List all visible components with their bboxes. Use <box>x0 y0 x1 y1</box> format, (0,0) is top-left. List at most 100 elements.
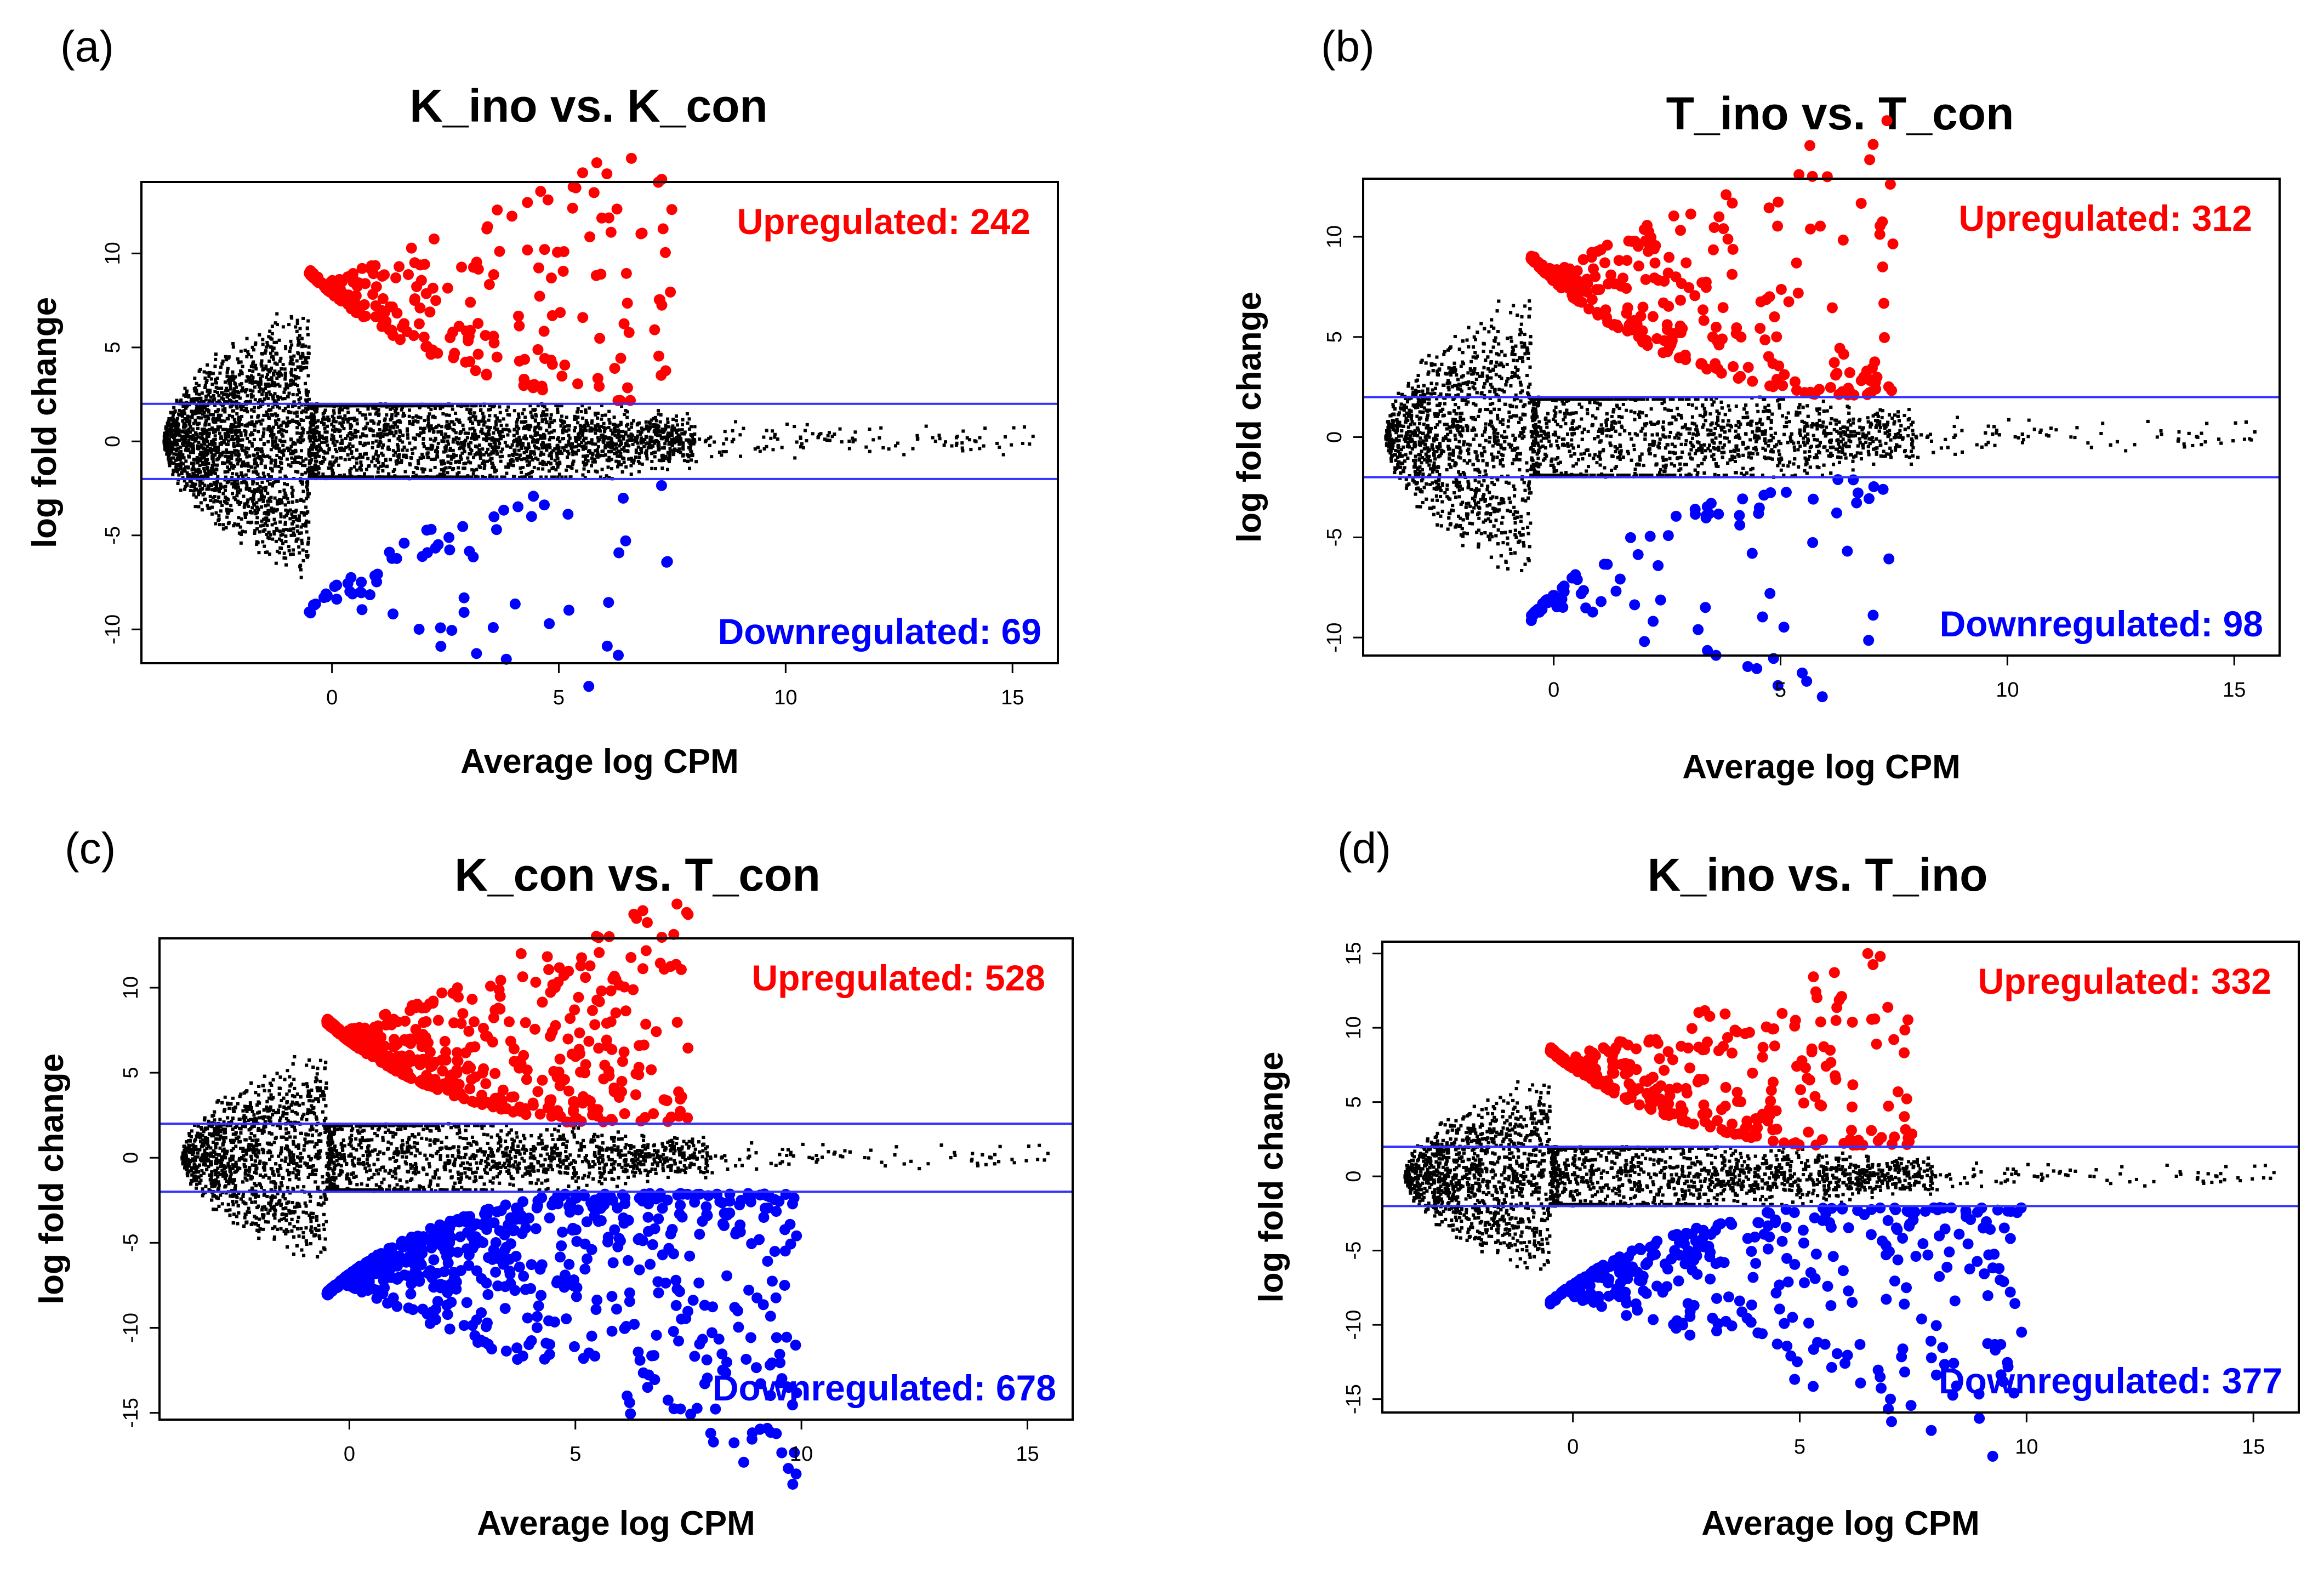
non-significant-point <box>191 428 195 431</box>
upregulated-point <box>468 262 479 273</box>
non-significant-point <box>596 436 600 439</box>
non-significant-point <box>252 480 255 483</box>
non-significant-point <box>165 453 168 456</box>
non-significant-point <box>182 425 185 429</box>
non-significant-point <box>264 511 267 514</box>
non-significant-point <box>529 435 532 438</box>
non-significant-point <box>482 437 485 441</box>
non-significant-point <box>688 428 691 431</box>
non-significant-point <box>301 548 305 551</box>
upregulated-point <box>535 186 546 197</box>
non-significant-point <box>270 376 273 379</box>
non-significant-point <box>925 425 928 428</box>
non-significant-point <box>363 472 366 475</box>
non-significant-point <box>686 460 690 463</box>
non-significant-point <box>290 316 293 320</box>
non-significant-point <box>436 446 439 449</box>
non-significant-point <box>211 464 214 468</box>
non-significant-point <box>464 431 467 435</box>
non-significant-point <box>311 429 315 432</box>
non-significant-point <box>172 434 175 437</box>
non-significant-point <box>213 469 217 472</box>
non-significant-point <box>657 430 660 434</box>
non-significant-point <box>380 434 383 437</box>
non-significant-point <box>686 422 690 425</box>
non-significant-point <box>376 458 379 461</box>
non-significant-point <box>234 425 237 429</box>
non-significant-point <box>447 435 451 438</box>
non-significant-point <box>295 500 299 503</box>
non-significant-point <box>298 334 301 337</box>
non-significant-point <box>270 462 273 465</box>
non-significant-point <box>561 437 564 440</box>
non-significant-point <box>335 440 339 443</box>
upregulated-point <box>358 311 369 322</box>
non-significant-point <box>586 454 589 458</box>
non-significant-point <box>458 421 462 424</box>
non-significant-point <box>175 439 179 442</box>
non-significant-point <box>257 430 260 433</box>
non-significant-point <box>348 469 351 472</box>
non-significant-point <box>827 434 830 437</box>
non-significant-point <box>256 452 259 455</box>
non-significant-point <box>226 511 229 515</box>
non-significant-point <box>332 438 335 441</box>
non-significant-point <box>270 355 274 358</box>
non-significant-point <box>305 366 308 369</box>
non-significant-point <box>317 465 320 469</box>
non-significant-point <box>668 454 671 457</box>
non-significant-point <box>486 448 489 451</box>
non-significant-point <box>286 417 289 420</box>
non-significant-point <box>400 408 403 412</box>
downregulated-point <box>512 502 523 512</box>
non-significant-point <box>259 380 263 384</box>
non-significant-point <box>713 440 716 443</box>
non-significant-point <box>596 417 599 420</box>
non-significant-point <box>284 503 287 506</box>
non-significant-point <box>585 419 588 423</box>
downregulated-point <box>444 544 455 555</box>
non-significant-point <box>198 432 202 435</box>
non-significant-point <box>594 431 597 435</box>
non-significant-point <box>282 529 285 533</box>
non-significant-point <box>180 472 184 475</box>
non-significant-point <box>381 469 384 472</box>
non-significant-point <box>629 464 633 467</box>
non-significant-point <box>591 460 595 464</box>
non-significant-point <box>217 446 220 449</box>
non-significant-point <box>497 446 500 449</box>
non-significant-point <box>666 468 669 471</box>
non-significant-point <box>396 443 399 446</box>
non-significant-point <box>301 419 305 422</box>
non-significant-point <box>545 448 548 452</box>
downregulated-point <box>544 618 555 629</box>
non-significant-point <box>215 386 218 389</box>
upregulated-count: Upregulated: 242 <box>737 201 1030 242</box>
non-significant-point <box>597 445 600 448</box>
non-significant-point <box>365 434 368 437</box>
non-significant-point <box>581 473 584 476</box>
non-significant-point <box>458 447 462 450</box>
non-significant-point <box>521 466 525 469</box>
non-significant-point <box>295 359 299 362</box>
non-significant-point <box>411 423 414 426</box>
non-significant-point <box>390 413 394 417</box>
non-significant-point <box>208 389 212 392</box>
non-significant-point <box>681 418 685 422</box>
non-significant-point <box>493 426 497 430</box>
y-axis-label: log fold change <box>26 297 64 548</box>
non-significant-point <box>688 417 691 420</box>
non-significant-point <box>567 442 571 446</box>
downregulated-point <box>446 625 457 636</box>
non-significant-point <box>657 448 660 452</box>
non-significant-point <box>657 444 660 447</box>
non-significant-point <box>637 456 641 459</box>
non-significant-point <box>604 413 607 417</box>
non-significant-point <box>630 459 634 463</box>
non-significant-point <box>218 523 221 526</box>
downregulated-point <box>562 509 573 520</box>
non-significant-point <box>668 442 671 446</box>
downregulated-point <box>459 607 470 618</box>
non-significant-point <box>554 468 557 471</box>
non-significant-point <box>828 438 831 442</box>
